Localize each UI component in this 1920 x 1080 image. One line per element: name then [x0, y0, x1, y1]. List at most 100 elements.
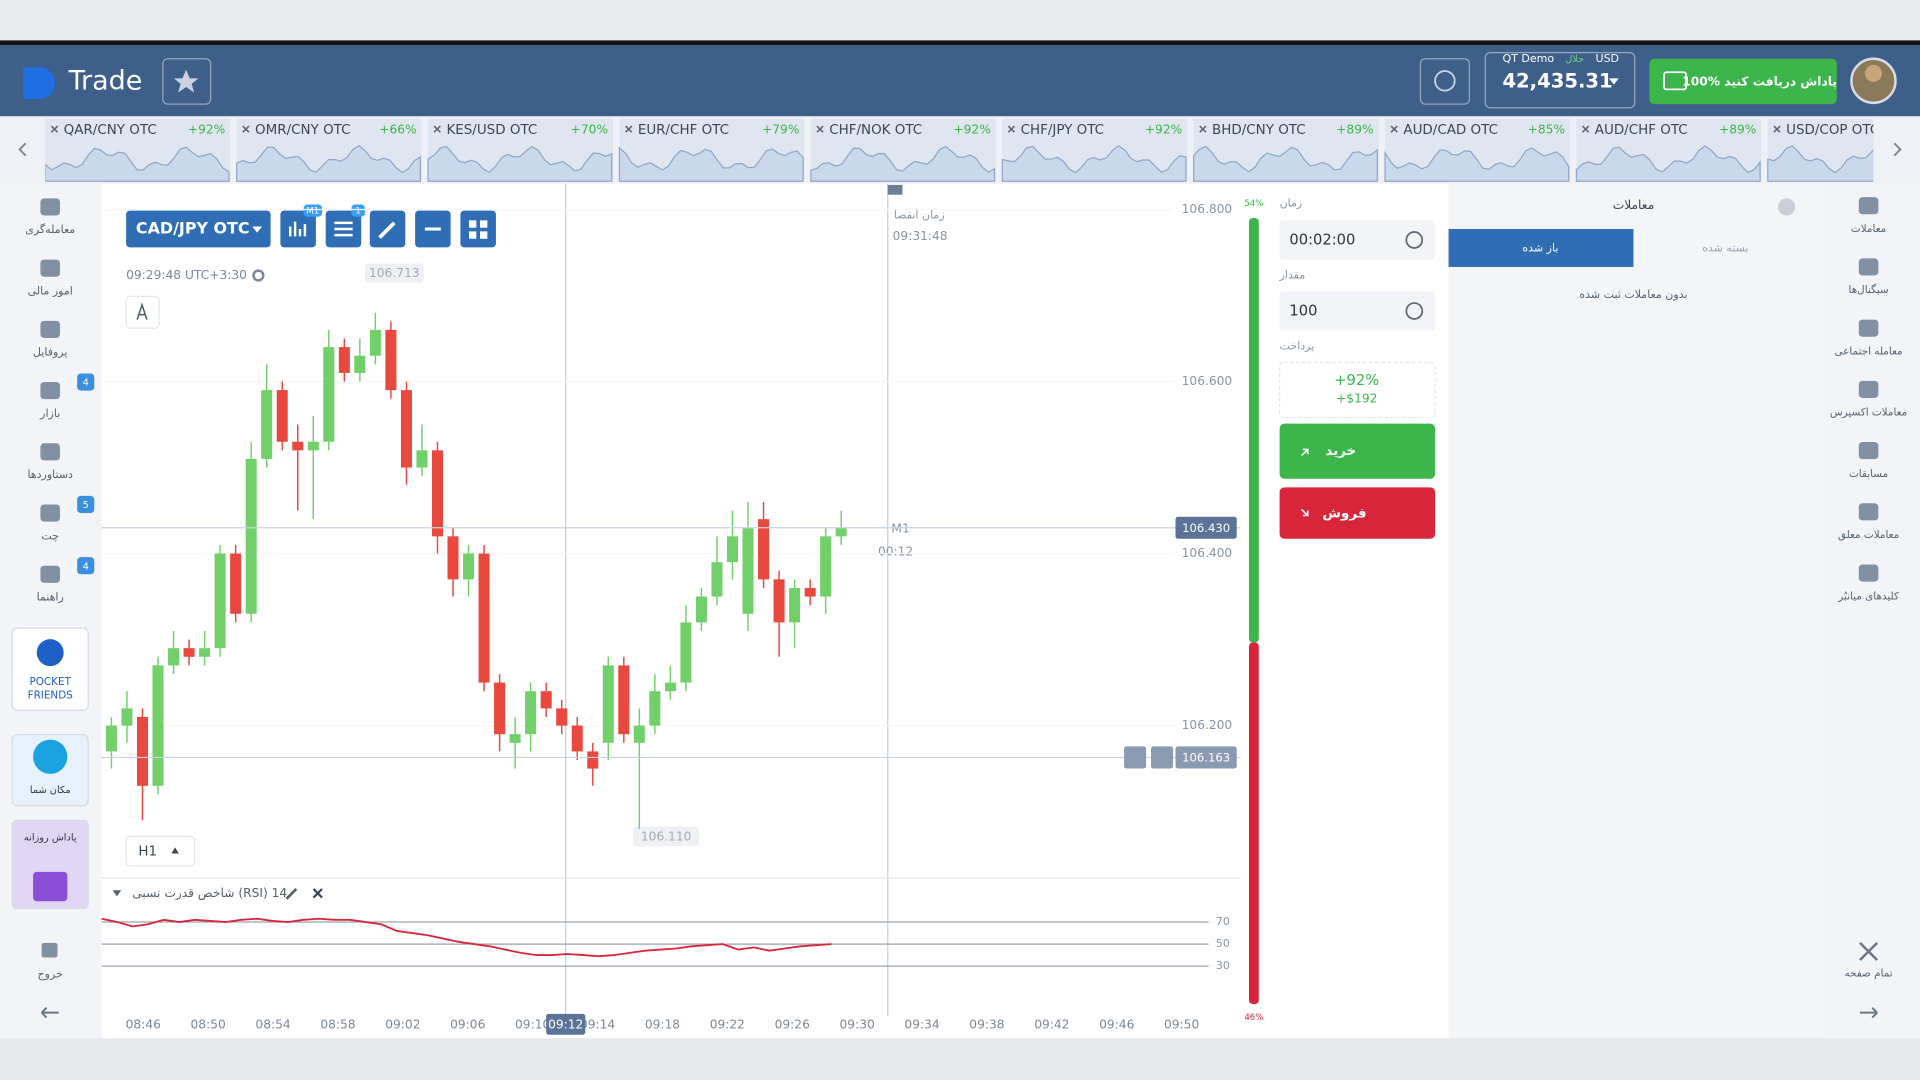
x-tick-label: 09:42 — [1034, 1017, 1069, 1031]
account-box[interactable] — [1484, 52, 1636, 109]
sentiment-buy — [1248, 217, 1259, 643]
fullscreen-icon — [1859, 941, 1879, 961]
tab-active[interactable] — [1448, 228, 1634, 267]
nav-label[interactable]: بازار — [39, 407, 60, 420]
current-price-label: 106.430 — [1182, 521, 1230, 535]
ticker-pair: AUD/CAD OTC — [1403, 123, 1498, 138]
ticker-payout: +92% — [188, 122, 225, 136]
rsi-collapse[interactable] — [112, 890, 122, 897]
ticker-payout: +66% — [379, 122, 416, 136]
time-input[interactable] — [1279, 220, 1436, 260]
amount-label: مقدار — [1279, 269, 1306, 282]
candle-body — [369, 329, 381, 356]
nav-label[interactable]: دستاوردها — [27, 468, 73, 481]
ticker-payout: +85% — [1528, 122, 1565, 136]
ticker-area — [1575, 145, 1761, 182]
ticker-close — [1007, 125, 1016, 133]
buy-button[interactable] — [1279, 423, 1436, 479]
nav-badge-text: 4 — [83, 378, 89, 389]
time-label: زمان — [1280, 196, 1303, 209]
ticker-area — [618, 146, 804, 182]
exit-label[interactable]: خروج — [38, 968, 63, 981]
candle-body — [385, 329, 397, 391]
candle-body — [726, 536, 738, 563]
timer-button[interactable] — [1124, 746, 1147, 769]
top-border — [0, 40, 1920, 46]
auto-scale-button[interactable] — [125, 295, 160, 329]
favorites-button[interactable] — [162, 58, 212, 105]
nav-label[interactable]: امور مالی — [28, 284, 73, 297]
amount-input[interactable] — [1279, 291, 1436, 331]
asset-button[interactable] — [126, 210, 271, 248]
ticker-prev[interactable] — [18, 142, 27, 157]
chart-type-button[interactable] — [280, 210, 316, 248]
ticker-pair: KES/USD OTC — [446, 123, 537, 138]
nav-badge — [77, 373, 95, 391]
collapse-left[interactable] — [40, 1007, 59, 1019]
ticker-close — [50, 125, 59, 133]
promo-daily-label: پاداش روزانه — [24, 833, 77, 844]
buy-label: خرید — [1325, 444, 1356, 459]
candle-body — [276, 390, 288, 442]
x-tick-label: 09:46 — [1099, 1017, 1134, 1031]
current-price-tag — [1175, 516, 1237, 539]
layout-button[interactable] — [460, 210, 496, 248]
promo-daily[interactable] — [11, 819, 89, 910]
nav-icon — [40, 565, 60, 583]
chart-type-icon — [288, 221, 307, 237]
nav-icon — [40, 382, 60, 400]
auto-scale-icon — [136, 302, 148, 320]
nav-label[interactable]: معاملات — [1851, 223, 1886, 235]
candle-body — [183, 648, 195, 657]
candle-body — [509, 734, 521, 743]
badge — [303, 204, 323, 217]
sell-button[interactable] — [1279, 487, 1436, 539]
nav-icon — [40, 320, 60, 338]
candle-body — [525, 691, 537, 735]
nav-badge-text: 5 — [83, 500, 89, 511]
wallet-icon — [1663, 71, 1688, 91]
nav-label[interactable]: تمام صفحه — [1844, 967, 1892, 979]
bonus-button[interactable] — [1649, 58, 1837, 105]
trades-menu[interactable] — [1777, 198, 1796, 216]
promo-friends[interactable] — [11, 627, 89, 711]
exit-icon — [41, 942, 58, 958]
rsi-edit[interactable] — [285, 888, 298, 900]
nav-icon — [1858, 503, 1879, 521]
nav-label[interactable]: معاملات اکسپرس — [1830, 407, 1907, 419]
alert-price-label: 106.163 — [1182, 751, 1230, 765]
nav-label[interactable]: راهنما — [37, 591, 64, 604]
nav-label[interactable]: معامله اجتماعی — [1835, 345, 1903, 357]
collapse-right[interactable] — [1860, 1007, 1878, 1019]
nav-label[interactable]: چت — [41, 529, 59, 542]
x-tick-label: 09:22 — [710, 1017, 745, 1031]
bonus-text: 100% پاداش دریافت کنید — [1682, 75, 1837, 89]
alert-button[interactable] — [1151, 746, 1174, 769]
nav-label[interactable]: سیگنال‌ها — [1849, 283, 1889, 296]
y-tick-label: 106.800 — [1182, 202, 1233, 216]
nav-icon — [40, 198, 60, 216]
nav-label[interactable]: مسابقات — [1849, 468, 1888, 480]
tab-inactive[interactable] — [1633, 228, 1819, 267]
nav-label[interactable]: کلیدهای میانبُر — [1837, 590, 1899, 602]
x-tick-label: 08:50 — [191, 1017, 226, 1031]
balance: 42,435.31 — [1502, 70, 1612, 93]
candle-body — [789, 587, 801, 623]
promo-daily-gift — [33, 871, 68, 902]
rsi-line — [101, 917, 832, 958]
settings-icon[interactable] — [252, 269, 265, 282]
amount-value: 100 — [1289, 303, 1317, 320]
nav-label[interactable]: پروفایل — [33, 346, 67, 359]
timeframe-button[interactable] — [125, 835, 196, 867]
candle-body — [602, 665, 614, 743]
theme-button[interactable] — [1419, 58, 1470, 105]
nav-label[interactable]: معامله‌گری — [25, 223, 75, 236]
nav-label[interactable]: معاملات معلق — [1838, 529, 1899, 541]
timeframe: H1 — [138, 845, 157, 860]
ticker-payout: +92% — [953, 122, 990, 136]
payout-label: پرداخت — [1280, 340, 1315, 353]
x-tick-label: 09:10 — [515, 1017, 550, 1031]
ticker-next[interactable] — [1893, 142, 1902, 157]
candle-body — [540, 691, 552, 709]
rsi-remove[interactable] — [312, 888, 323, 899]
